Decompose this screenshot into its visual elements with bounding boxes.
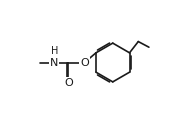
Text: O: O [64, 78, 73, 88]
Text: H: H [51, 46, 58, 56]
Text: O: O [80, 58, 89, 68]
Text: N: N [50, 58, 58, 68]
